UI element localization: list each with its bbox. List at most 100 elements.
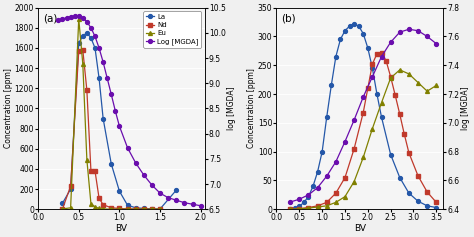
Log [MGDA] <box>80 16 86 19</box>
La <box>433 206 439 209</box>
Nd <box>388 75 393 78</box>
Nd <box>397 113 402 116</box>
Eu <box>100 208 106 210</box>
La <box>76 41 82 44</box>
Log [MGDA] <box>397 31 402 34</box>
Log [MGDA] <box>109 93 114 96</box>
La <box>333 55 339 58</box>
La <box>100 117 106 120</box>
La <box>346 25 352 27</box>
La <box>379 116 384 118</box>
Nd <box>133 208 138 210</box>
Eu <box>397 68 402 71</box>
Nd <box>333 192 339 195</box>
Eu <box>96 207 102 210</box>
La <box>306 195 311 198</box>
La <box>92 46 98 49</box>
Nd <box>68 185 73 187</box>
Line: La: La <box>288 22 438 211</box>
Nd <box>342 176 348 179</box>
Y-axis label: log [MGDA]: log [MGDA] <box>227 87 236 130</box>
Nd <box>370 63 375 66</box>
Log [MGDA] <box>76 15 82 18</box>
La <box>141 207 146 210</box>
La <box>315 170 320 173</box>
Text: (b): (b) <box>282 14 296 24</box>
Eu <box>60 208 65 210</box>
Nd <box>415 174 421 177</box>
Line: La: La <box>61 31 178 211</box>
Nd <box>157 208 163 211</box>
Eu <box>424 90 430 93</box>
Log [MGDA] <box>117 125 122 128</box>
Log [MGDA] <box>104 77 110 80</box>
Eu <box>351 180 357 183</box>
Line: Eu: Eu <box>288 68 438 211</box>
Log [MGDA] <box>92 35 98 38</box>
La <box>328 84 334 87</box>
Log [MGDA] <box>388 41 393 44</box>
Eu <box>68 206 73 209</box>
Nd <box>351 147 357 150</box>
Log [MGDA] <box>64 16 69 19</box>
Nd <box>379 51 384 54</box>
Log [MGDA] <box>324 175 329 178</box>
La <box>374 93 380 96</box>
Nd <box>360 111 366 114</box>
Nd <box>374 52 380 55</box>
Log [MGDA] <box>351 118 357 121</box>
Log [MGDA] <box>112 109 118 112</box>
Nd <box>117 207 122 210</box>
La <box>80 34 86 37</box>
Eu <box>342 195 348 198</box>
Nd <box>80 49 86 51</box>
La <box>173 189 179 191</box>
Eu <box>117 208 122 211</box>
Eu <box>287 208 293 211</box>
La <box>292 207 298 210</box>
Nd <box>365 87 371 90</box>
La <box>296 205 302 208</box>
Y-axis label: Concentration [ppm]: Concentration [ppm] <box>247 68 256 148</box>
Log [MGDA] <box>125 146 130 149</box>
Eu <box>141 208 146 211</box>
Eu <box>80 63 86 66</box>
Log [MGDA] <box>287 201 293 204</box>
Eu <box>109 208 114 211</box>
Log [MGDA] <box>370 75 375 78</box>
La <box>133 206 138 209</box>
La <box>84 32 90 34</box>
Nd <box>76 50 82 52</box>
Log [MGDA] <box>72 15 78 18</box>
Log [MGDA] <box>60 17 65 20</box>
Log [MGDA] <box>182 201 187 204</box>
Log [MGDA] <box>84 20 90 23</box>
Nd <box>392 94 398 97</box>
Log [MGDA] <box>173 199 179 202</box>
Nd <box>88 169 94 172</box>
Eu <box>379 101 384 104</box>
Nd <box>315 204 320 207</box>
La <box>337 38 343 41</box>
La <box>310 185 316 188</box>
Log [MGDA] <box>55 19 61 22</box>
La <box>324 116 329 118</box>
Eu <box>92 205 98 208</box>
Nd <box>125 208 130 210</box>
La <box>96 77 102 80</box>
Eu <box>388 77 393 79</box>
Log [MGDA] <box>198 204 203 207</box>
La <box>342 29 348 32</box>
Log [MGDA] <box>96 46 102 49</box>
Nd <box>287 208 293 211</box>
Log [MGDA] <box>133 161 138 164</box>
La <box>60 202 65 205</box>
Log [MGDA] <box>100 61 106 64</box>
La <box>388 153 393 156</box>
Eu <box>406 73 412 75</box>
Nd <box>141 208 146 211</box>
Log [MGDA] <box>360 96 366 98</box>
X-axis label: BV: BV <box>116 224 128 233</box>
Log [MGDA] <box>415 29 421 32</box>
Line: Nd: Nd <box>288 51 438 211</box>
